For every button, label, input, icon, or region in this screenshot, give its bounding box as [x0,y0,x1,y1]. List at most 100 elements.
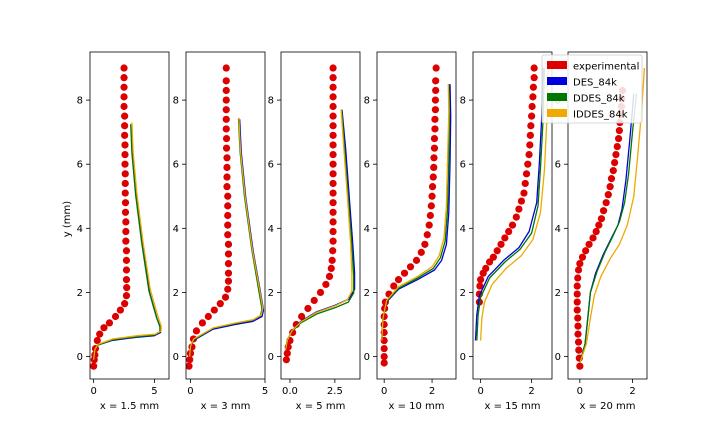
experimental-point [327,264,335,272]
des-84k-line [474,67,544,341]
experimental-point [122,276,131,284]
experimental-point [505,227,513,236]
ddes-84k-line [476,67,546,341]
panel-1: 0 5 0 2 4 6 8 x = 1.5 mm [77,51,170,412]
experimental-point [421,240,429,248]
experimental-point [100,324,108,332]
plot-area [90,64,162,370]
panel-frame [280,51,361,380]
x-axis-label: x = 1.5 mm [100,401,159,412]
experimental-point [574,322,582,330]
experimental-point [573,282,581,290]
experimental-point [573,290,581,298]
x-tick-label: 0 [577,386,583,397]
experimental-point [482,264,490,272]
experimental-point [329,218,337,226]
experimental-point [329,227,337,236]
experimental-point [611,159,619,167]
y-tick-label: 8 [173,96,179,107]
experimental-point [121,112,129,120]
experimental-point [390,282,398,290]
experimental-point [224,277,233,285]
experimental-point [224,202,232,210]
legend-label: DDES_84k [573,94,625,105]
panel-frame [472,51,553,380]
x-tick-label: 2 [629,386,635,397]
experimental-point [329,141,337,149]
panel-frame [185,51,266,380]
legend-swatch [547,93,567,101]
panel-2: 0 5 0 2 4 6 8 x = 3 mm [173,51,268,412]
experimental-point [328,256,336,264]
experimental-point [428,183,437,191]
experimental-point [380,344,388,353]
experimental-point [283,349,291,357]
experimental-point [530,74,538,82]
iddes-84k-line [381,84,450,341]
experimental-point [578,253,587,261]
experimental-point [186,362,193,370]
experimental-point [520,189,528,197]
panels: 0 5 0 2 4 6 8 x = 1.5 mm 0 5 0 2 4 6 8 x = 3 mm 0.0 2.5 0 2… [77,51,648,412]
y-tick-label: 0 [460,352,466,363]
experimental-point [329,170,337,178]
experimental-point [613,142,621,151]
experimental-point [573,306,581,314]
experimental-point [431,125,439,133]
experimental-point [329,160,337,168]
experimental-point [517,197,526,205]
y-tick-label: 4 [460,224,466,235]
y-tick-label: 6 [364,160,370,171]
experimental-point [576,362,584,370]
experimental-point [222,106,230,114]
experimental-point [604,191,612,199]
experimental-point [589,234,597,242]
experimental-point [121,160,129,168]
experimental-point [192,327,201,335]
experimental-point [325,272,334,281]
legend-swatch [547,109,567,117]
y-tick-label: 6 [268,160,274,171]
x-axis-label: x = 10 mm [388,401,444,412]
x-tick-label: 0.0 [282,386,298,397]
experimental-point [522,170,531,178]
y-tick-label: 0 [555,352,561,363]
experimental-point [394,276,403,284]
experimental-point [111,312,120,321]
y-tick-label: 4 [555,224,561,235]
y-tick-label: 4 [77,224,83,235]
experimental-point [221,293,230,301]
experimental-point [122,247,131,255]
experimental-point [223,173,231,181]
experimental-point [224,240,233,248]
experimental-point [380,352,388,361]
experimental-point [585,240,593,248]
experimental-point [121,189,129,197]
experimental-point [515,205,523,213]
experimental-point [425,221,433,229]
y-tick-label: 0 [268,352,274,363]
experimental-point [426,211,434,220]
experimental-point [222,77,230,85]
legend-swatch [547,77,567,85]
experimental-point [428,192,436,200]
x-axis-label: x = 5 mm [296,401,346,412]
experimental-point [529,83,537,91]
experimental-point [116,306,124,314]
experimental-point [120,74,128,82]
experimental-point [329,247,337,255]
plot-area [380,64,452,367]
x-tick-label: 2.5 [327,386,343,397]
experimental-point [429,173,437,181]
y-tick-label: 8 [77,96,83,107]
experimental-point [224,231,232,239]
x-axis-label: x = 3 mm [201,401,251,412]
x-tick-label: 0 [187,386,193,397]
experimental-point [121,208,130,216]
experimental-point [120,102,128,111]
experimental-point [122,237,130,245]
experimental-point [121,122,129,130]
experimental-point [526,141,534,149]
iddes-84k-line [579,67,646,364]
experimental-point [121,131,129,139]
